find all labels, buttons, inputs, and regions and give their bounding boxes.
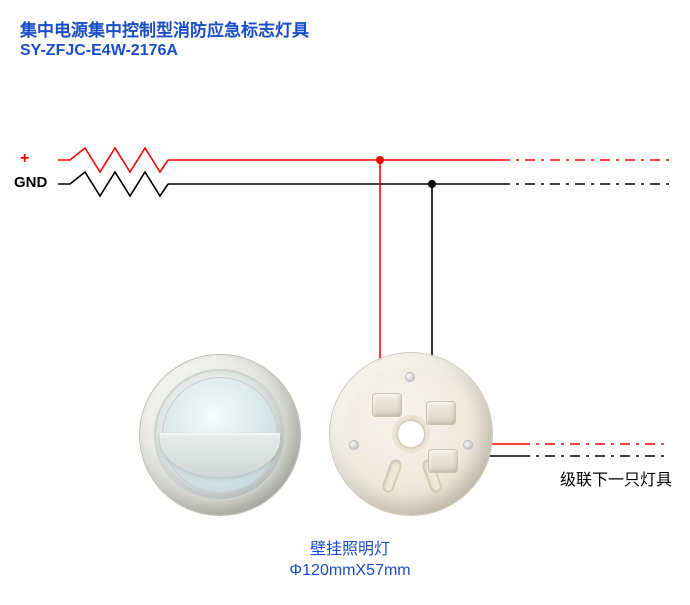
screw <box>350 441 358 449</box>
wiring-diagram: { "header": { "title_cn": "集中电源集中控制型消防应急… <box>0 0 690 605</box>
device-front-view <box>140 355 300 515</box>
screw <box>464 441 472 449</box>
wiring-svg <box>0 0 690 605</box>
device-back-view <box>330 353 492 515</box>
device-back-center-hole <box>396 419 426 449</box>
wire-terminal <box>428 449 458 473</box>
screw <box>406 373 414 381</box>
mount-slot <box>381 458 404 494</box>
wire-terminal <box>426 401 456 425</box>
wire-terminal <box>372 393 402 417</box>
